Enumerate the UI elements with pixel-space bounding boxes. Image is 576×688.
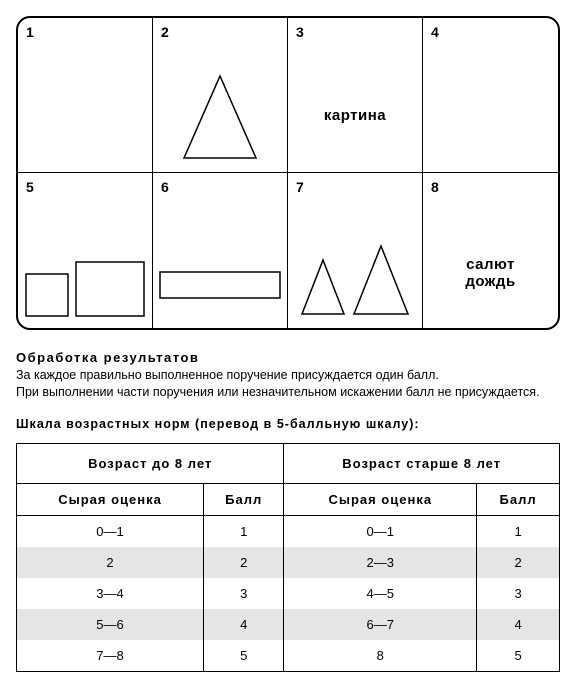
table-row: 0—1 1 0—1 1 bbox=[17, 515, 560, 547]
table-row: 5—6 4 6—7 4 bbox=[17, 609, 560, 640]
cell-number: 3 bbox=[296, 24, 414, 40]
score-2: 5 bbox=[477, 640, 560, 672]
score-2: 3 bbox=[477, 578, 560, 609]
raw-2: 0—1 bbox=[284, 515, 477, 547]
age-group-2: Возраст старше 8 лет bbox=[284, 443, 560, 483]
cell-4: 4 bbox=[423, 18, 558, 173]
cell-5: 5 bbox=[18, 173, 153, 328]
raw-2: 6—7 bbox=[284, 609, 477, 640]
cell-text: салют дождь bbox=[423, 256, 558, 290]
cell-number: 5 bbox=[26, 179, 144, 195]
cell-number: 2 bbox=[161, 24, 279, 40]
score-2: 2 bbox=[477, 547, 560, 578]
two-triangles-shape bbox=[288, 242, 422, 318]
group-header-row: Возраст до 8 лет Возраст старше 8 лет bbox=[17, 443, 560, 483]
score-1: 1 bbox=[204, 515, 284, 547]
cell-7: 7 bbox=[288, 173, 423, 328]
raw-1: 5—6 bbox=[17, 609, 204, 640]
cell-number: 1 bbox=[26, 24, 144, 40]
score-1: 3 bbox=[204, 578, 284, 609]
score-2: 1 bbox=[477, 515, 560, 547]
raw-1: 2 bbox=[17, 547, 204, 578]
cell-text-line: салют bbox=[466, 256, 515, 273]
cell-6: 6 bbox=[153, 173, 288, 328]
table-row: 2 2 2—3 2 bbox=[17, 547, 560, 578]
cell-3: 3 картина bbox=[288, 18, 423, 173]
two-squares-shape bbox=[18, 260, 152, 318]
cell-2: 2 bbox=[153, 18, 288, 173]
wide-rect-shape bbox=[153, 270, 287, 300]
triangle-shape bbox=[153, 72, 287, 162]
raw-1: 3—4 bbox=[17, 578, 204, 609]
cell-number: 6 bbox=[161, 179, 279, 195]
col-score-2: Балл bbox=[477, 483, 560, 515]
age-group-1: Возраст до 8 лет bbox=[17, 443, 284, 483]
cell-text: картина bbox=[288, 107, 422, 124]
col-raw-1: Сырая оценка bbox=[17, 483, 204, 515]
cell-number: 4 bbox=[431, 24, 550, 40]
grid-row: 1 2 3 картина 4 bbox=[18, 18, 558, 173]
results-body: За каждое правильно выполненное поручени… bbox=[16, 367, 560, 401]
stimulus-grid: 1 2 3 картина 4 5 6 bbox=[16, 16, 560, 330]
cell-8: 8 салют дождь bbox=[423, 173, 558, 328]
norms-table: Возраст до 8 лет Возраст старше 8 лет Сы… bbox=[16, 443, 560, 672]
cell-number: 7 bbox=[296, 179, 414, 195]
score-1: 5 bbox=[204, 640, 284, 672]
score-1: 2 bbox=[204, 547, 284, 578]
raw-1: 0—1 bbox=[17, 515, 204, 547]
table-row: 7—8 5 8 5 bbox=[17, 640, 560, 672]
results-heading: Обработка результатов bbox=[16, 350, 560, 365]
cell-number: 8 bbox=[431, 179, 550, 195]
column-header-row: Сырая оценка Балл Сырая оценка Балл bbox=[17, 483, 560, 515]
scale-heading: Шкала возрастных норм (перевод в 5-балль… bbox=[16, 417, 560, 431]
raw-2: 8 bbox=[284, 640, 477, 672]
cell-text-line: картина bbox=[324, 107, 386, 124]
col-raw-2: Сырая оценка bbox=[284, 483, 477, 515]
results-line: За каждое правильно выполненное поручени… bbox=[16, 368, 439, 382]
raw-2: 2—3 bbox=[284, 547, 477, 578]
col-score-1: Балл bbox=[204, 483, 284, 515]
score-2: 4 bbox=[477, 609, 560, 640]
table-head: Возраст до 8 лет Возраст старше 8 лет Сы… bbox=[17, 443, 560, 515]
score-1: 4 bbox=[204, 609, 284, 640]
raw-2: 4—5 bbox=[284, 578, 477, 609]
raw-1: 7—8 bbox=[17, 640, 204, 672]
table-row: 3—4 3 4—5 3 bbox=[17, 578, 560, 609]
grid-row: 5 6 7 8 салют дождь bbox=[18, 173, 558, 328]
cell-text-line: дождь bbox=[465, 273, 515, 290]
results-line: При выполнении части поручения или незна… bbox=[16, 385, 540, 399]
cell-1: 1 bbox=[18, 18, 153, 173]
